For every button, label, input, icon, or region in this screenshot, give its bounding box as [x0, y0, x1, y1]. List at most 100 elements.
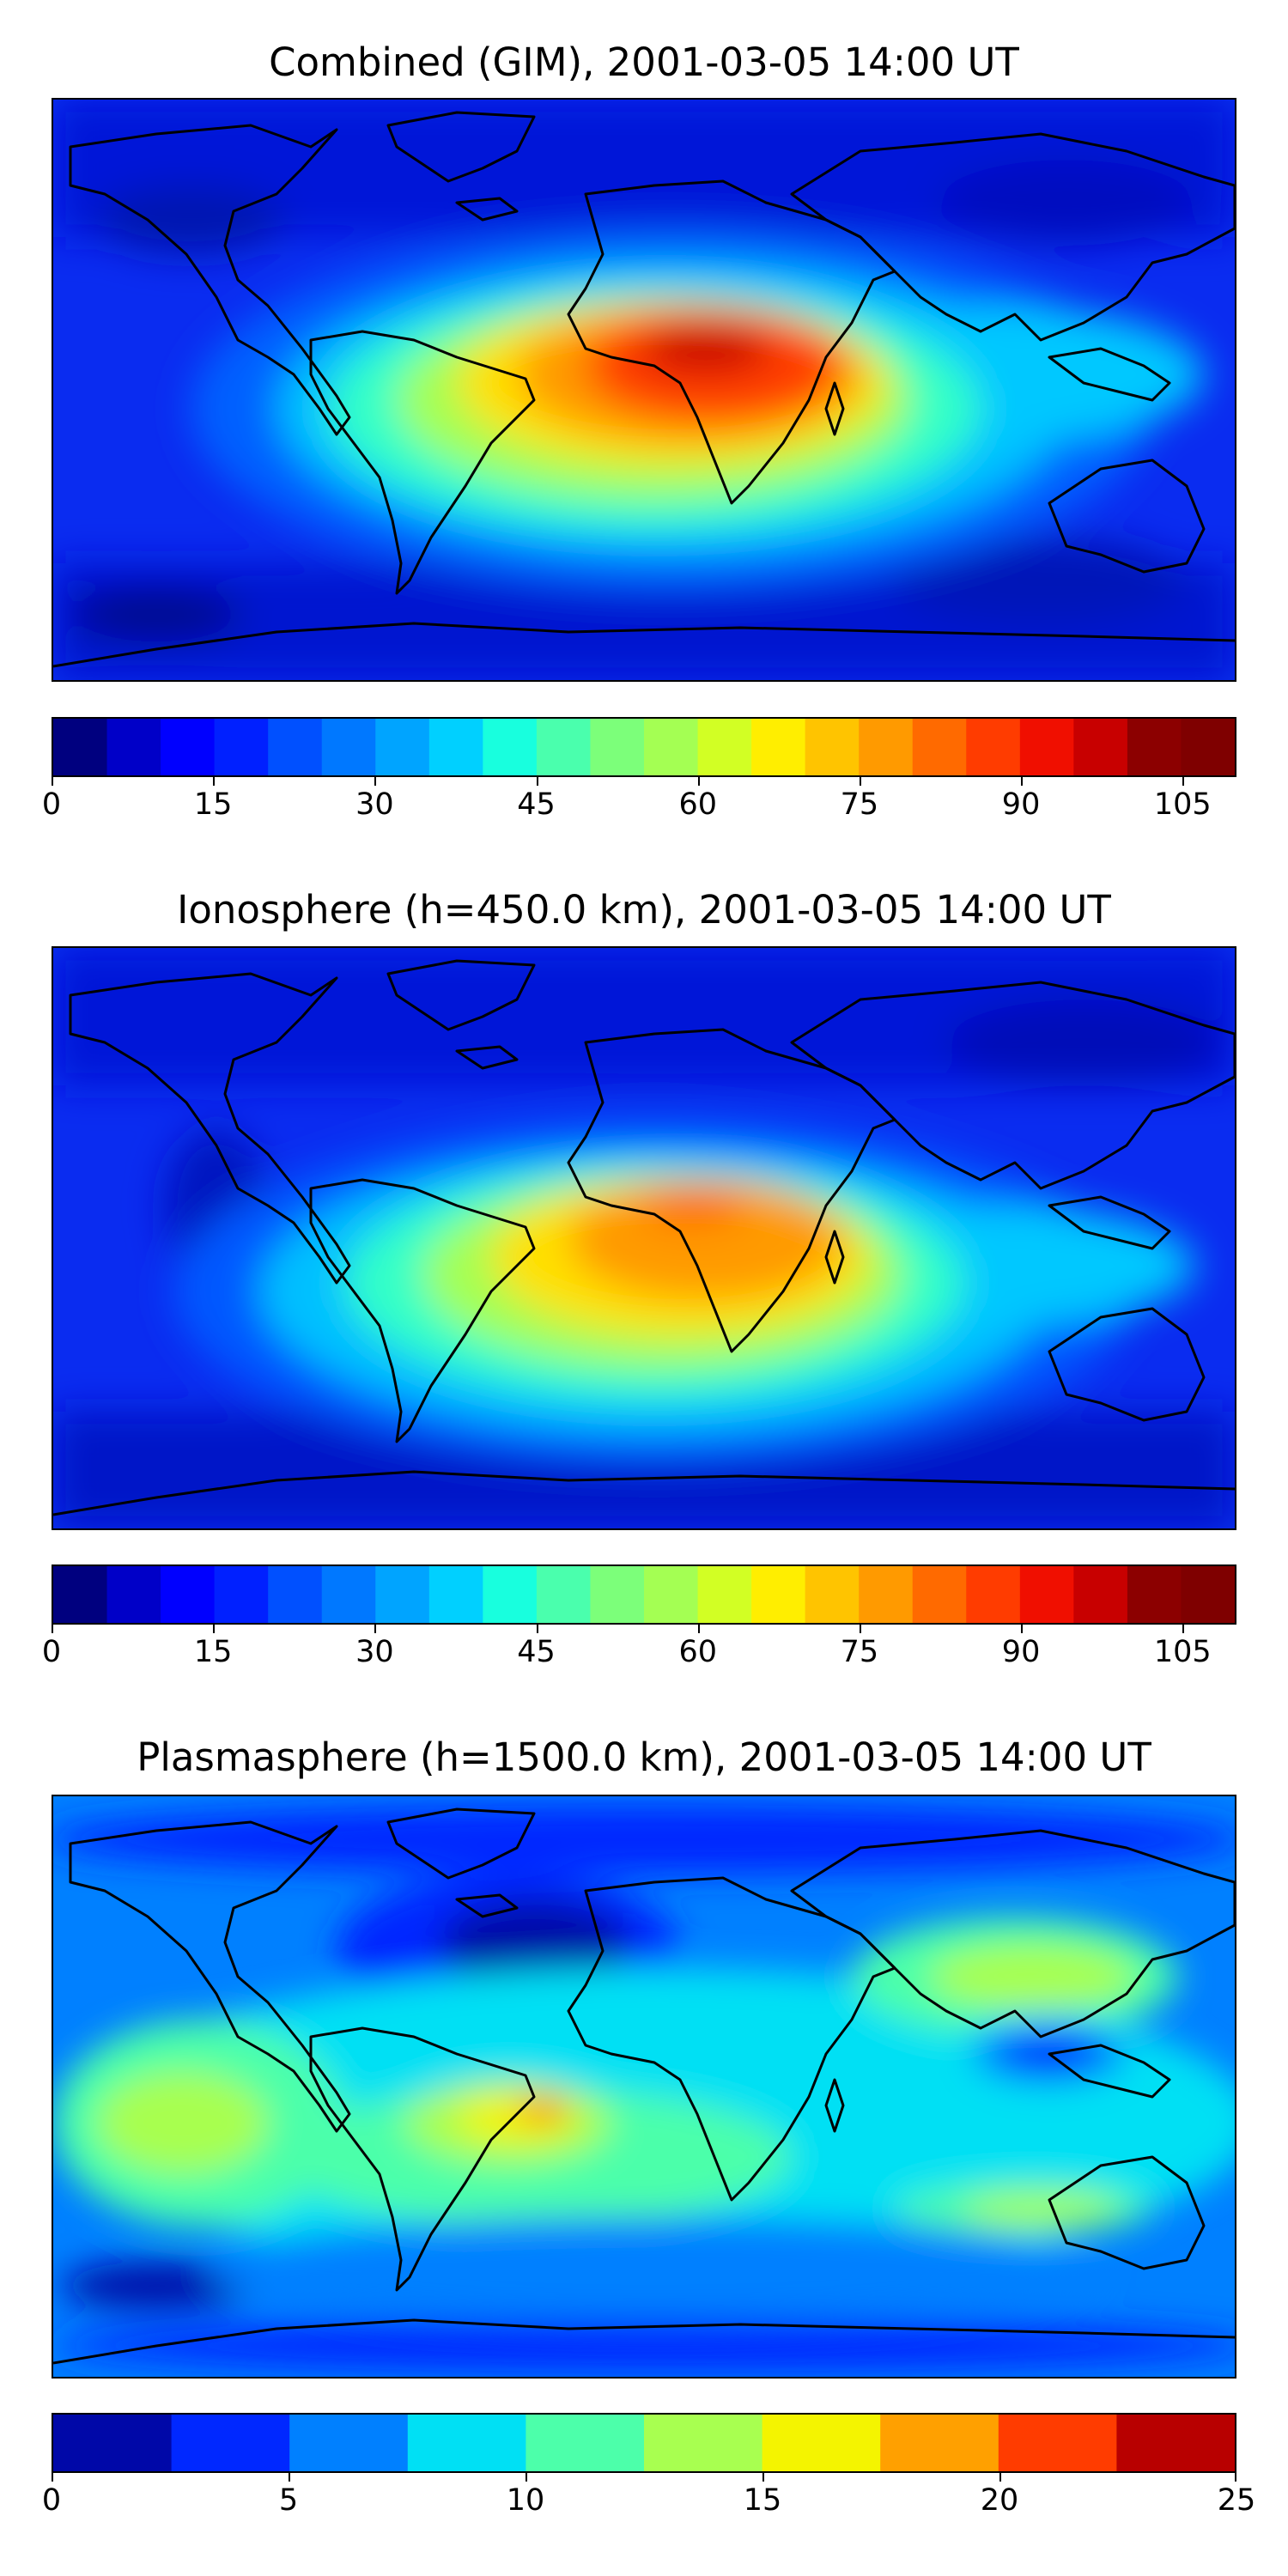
colorbar-tick-label: 60 [678, 787, 717, 822]
colorbar-segment [428, 1566, 483, 1623]
panel-1-colorbar [52, 717, 1236, 777]
colorbar-segment [428, 719, 483, 775]
colorbar-segment [590, 719, 645, 775]
colorbar-segment [751, 719, 806, 775]
colorbar-segment [161, 1566, 216, 1623]
colorbar-tick-label: 5 [278, 2483, 299, 2518]
colorbar-segment [321, 1566, 376, 1623]
colorbar-tick-label: 0 [41, 2483, 62, 2518]
colorbar-tick-label: 45 [517, 1635, 556, 1669]
colorbar-segment [859, 719, 914, 775]
colorbar-tick [1021, 1625, 1024, 1633]
panel-3-title: Plasmasphere (h=1500.0 km), 2001-03-05 1… [137, 1735, 1151, 1780]
colorbar-tick [374, 777, 377, 786]
colorbar-tick [1182, 1625, 1185, 1633]
colorbar-segment [859, 1566, 914, 1623]
colorbar-tick-label: 90 [1001, 1635, 1041, 1669]
colorbar-tick [52, 777, 53, 786]
colorbar-segment [805, 719, 860, 775]
colorbar-segment [214, 1566, 269, 1623]
colorbar-segment [1073, 719, 1128, 775]
colorbar-tick-label: 15 [743, 2483, 782, 2518]
colorbar-tick [52, 1625, 53, 1633]
colorbar-segment [268, 1566, 323, 1623]
panel-1-map [52, 98, 1236, 682]
colorbar-segment [644, 1566, 699, 1623]
colorbar-tick [289, 2473, 290, 2482]
colorbar-tick [1235, 2473, 1236, 2482]
colorbar-segment [268, 719, 323, 775]
panel-2-colorbar-ticks: 0 15 30 45 60 75 90 105 [42, 1625, 1236, 1676]
colorbar-segment [1019, 719, 1074, 775]
colorbar-tick-label: 0 [41, 787, 62, 822]
colorbar-segment [536, 719, 591, 775]
colorbar-tick [213, 1625, 216, 1633]
panel-2-title: Ionosphere (h=450.0 km), 2001-03-05 14:0… [177, 887, 1111, 933]
colorbar-tick-label: 30 [355, 787, 394, 822]
colorbar-tick-label: 75 [840, 1635, 879, 1669]
colorbar-tick-label: 15 [193, 787, 233, 822]
colorbar-segment [1181, 1566, 1235, 1623]
colorbar-tick [1182, 777, 1185, 786]
panel-3-colorbar [52, 2413, 1236, 2473]
colorbar-tick-label: 75 [840, 787, 879, 822]
colorbar-tick [536, 1625, 538, 1633]
colorbar-tick-label: 105 [1153, 1635, 1212, 1669]
colorbar-tick-label: 60 [678, 1635, 717, 1669]
colorbar-segment [966, 1566, 1021, 1623]
colorbar-tick-label: 10 [506, 2483, 545, 2518]
colorbar-tick-label: 30 [355, 1635, 394, 1669]
colorbar-tick-label: 0 [41, 1635, 62, 1669]
colorbar-segment [375, 719, 430, 775]
panel-2-colorbar [52, 1564, 1236, 1625]
panel-1-colorbar-ticks: 0 15 30 45 60 75 90 105 [42, 777, 1236, 829]
colorbar-segment [912, 1566, 967, 1623]
colorbar-segment [912, 719, 967, 775]
colorbar-segment [697, 1566, 752, 1623]
colorbar-segment [526, 2415, 645, 2471]
colorbar-segment [407, 2415, 526, 2471]
colorbar-segment [1127, 719, 1182, 775]
colorbar-tick [536, 777, 538, 786]
colorbar-segment [1073, 1566, 1128, 1623]
colorbar-segment [536, 1566, 591, 1623]
colorbar-segment [53, 719, 108, 775]
colorbar-tick-label: 20 [980, 2483, 1019, 2518]
colorbar-segment [697, 719, 752, 775]
colorbar-segment [880, 2415, 999, 2471]
colorbar-segment [375, 1566, 430, 1623]
colorbar-segment [966, 719, 1021, 775]
colorbar-segment [751, 1566, 806, 1623]
colorbar-segment [106, 1566, 161, 1623]
colorbar-tick [1021, 777, 1024, 786]
colorbar-segment [161, 719, 216, 775]
colorbar-tick [859, 777, 861, 786]
colorbar-segment [1181, 719, 1235, 775]
colorbar-tick [697, 777, 700, 786]
panel-1-title: Combined (GIM), 2001-03-05 14:00 UT [269, 39, 1019, 85]
colorbar-segment [289, 2415, 409, 2471]
colorbar-segment [1116, 2415, 1235, 2471]
colorbar-tick-label: 105 [1153, 787, 1212, 822]
colorbar-tick [213, 777, 216, 786]
colorbar-tick [52, 2473, 53, 2482]
colorbar-segment [106, 719, 161, 775]
colorbar-segment [644, 2415, 763, 2471]
panel-3-colorbar-ticks: 0 5 10 15 20 25 [42, 2473, 1255, 2524]
colorbar-tick [697, 1625, 700, 1633]
colorbar-segment [483, 719, 538, 775]
panel-2-map [52, 946, 1236, 1530]
colorbar-segment [1019, 1566, 1074, 1623]
colorbar-segment [590, 1566, 645, 1623]
colorbar-segment [171, 2415, 290, 2471]
colorbar-segment [53, 1566, 108, 1623]
colorbar-segment [1127, 1566, 1182, 1623]
colorbar-tick [999, 2473, 1001, 2482]
colorbar-tick-label: 45 [517, 787, 556, 822]
colorbar-segment [53, 2415, 173, 2471]
colorbar-segment [998, 2415, 1117, 2471]
colorbar-tick-label: 15 [193, 1635, 233, 1669]
colorbar-segment [644, 719, 699, 775]
colorbar-segment [321, 719, 376, 775]
colorbar-segment [805, 1566, 860, 1623]
